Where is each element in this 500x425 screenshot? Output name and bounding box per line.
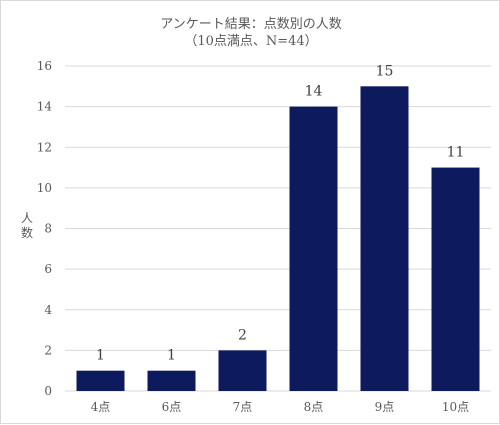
x-category-label: 9点 — [375, 400, 395, 414]
bars — [76, 86, 480, 391]
bar — [360, 86, 409, 391]
y-tick-label: 2 — [44, 343, 52, 357]
bar — [431, 167, 480, 391]
bar — [289, 106, 338, 391]
data-label: 1 — [96, 348, 105, 364]
chart-subtitle: （10点満点、N=44） — [184, 34, 317, 49]
bar — [218, 350, 267, 391]
x-category-label: 6点 — [162, 400, 182, 414]
x-category-label: 8点 — [304, 400, 324, 414]
data-label: 15 — [376, 63, 394, 79]
y-axis-label-char-2: 数 — [21, 225, 33, 240]
y-axis-ticks: 0 2 4 6 8 10 12 14 16 — [37, 59, 53, 398]
y-tick-label: 14 — [37, 100, 53, 114]
gridlines — [65, 65, 491, 392]
y-tick-label: 10 — [37, 181, 52, 195]
bar — [147, 370, 196, 391]
data-label: 11 — [447, 145, 465, 161]
data-label: 14 — [305, 84, 323, 100]
y-tick-label: 8 — [44, 222, 52, 236]
y-tick-label: 16 — [37, 59, 52, 73]
x-category-label: 10点 — [442, 400, 469, 414]
x-category-label: 7点 — [233, 400, 253, 414]
y-tick-label: 4 — [44, 303, 52, 317]
y-tick-label: 0 — [44, 384, 52, 398]
y-tick-label: 6 — [44, 262, 52, 276]
x-category-label: 4点 — [91, 400, 111, 414]
data-label: 1 — [167, 348, 176, 364]
y-axis-label-char-1: 人 — [21, 211, 33, 225]
chart-title: アンケート結果：点数別の人数 — [160, 17, 341, 32]
bar — [76, 370, 125, 391]
y-tick-label: 12 — [37, 140, 52, 154]
x-axis-categories: 4点 6点 7点 8点 9点 10点 — [91, 400, 469, 414]
data-label: 2 — [238, 327, 247, 343]
